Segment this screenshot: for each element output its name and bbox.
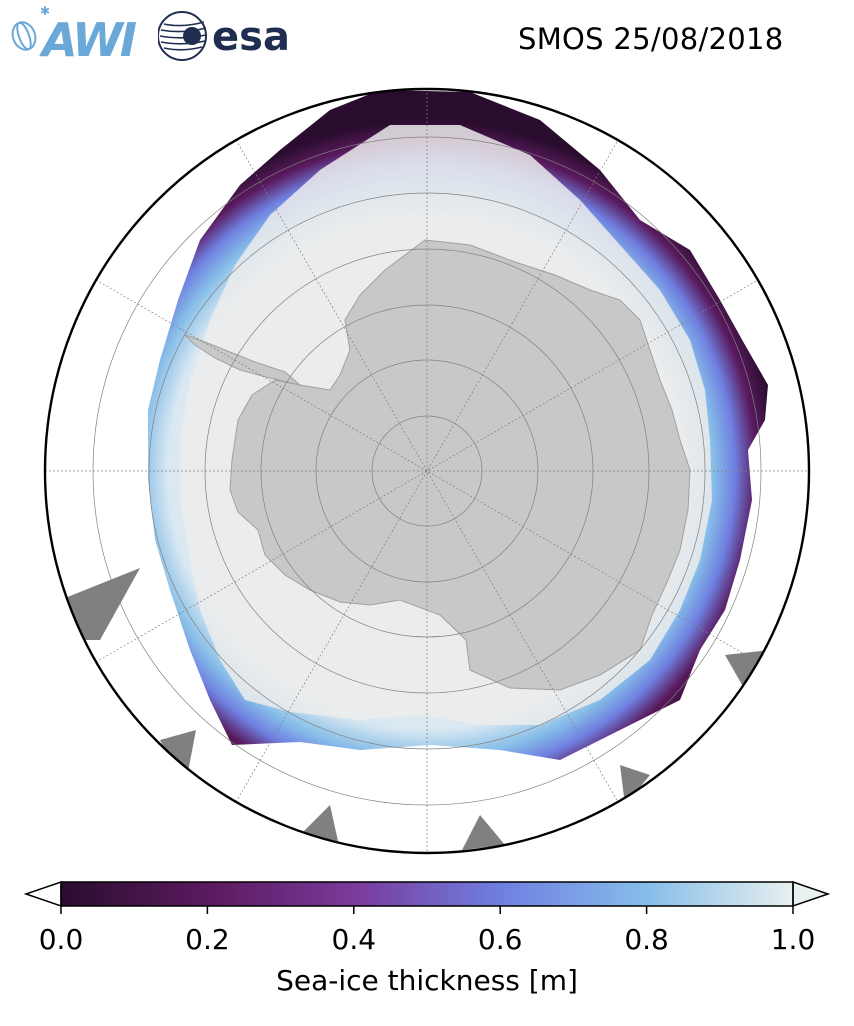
svg-text:AWI: AWI [39,13,137,62]
colorbar-extend-low [23,880,62,908]
colorbar-tick-label: 0.8 [624,923,669,956]
colorbar-extend-high [792,880,831,908]
colorbar-label: Sea-ice thickness [m] [276,964,578,997]
colorbar-ticks [60,906,794,914]
colorbar-tick-label: 1.0 [770,923,816,956]
antarctic-peninsula [184,334,301,386]
colorbar-gradient [61,882,793,906]
map-title: SMOS 25/08/2018 [518,22,784,56]
svg-text:✱: ✱ [40,6,50,18]
antarctica-landmass [229,239,691,691]
colorbar-tick-label: 0.6 [477,923,523,956]
map-frame [43,87,811,855]
esa-logo: esa [158,11,290,61]
sea-ice-map [43,87,811,855]
colorbar-tick-label: 0.4 [331,923,377,956]
svg-text:esa: esa [212,14,290,60]
colorbar-tick-label: 0.2 [185,923,230,956]
colorbar-tick-label: 0.0 [38,923,84,956]
graticule [45,89,809,853]
colorbar [23,880,831,914]
awi-logo: ✱ AWI [11,6,140,62]
